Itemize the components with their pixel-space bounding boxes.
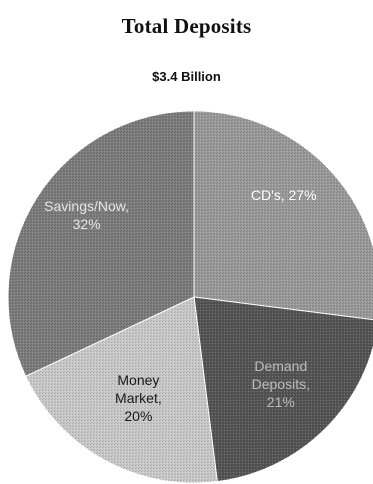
pie-labels: CD's, 27% Demand Deposits, 21% Money Market, 2… [44,187,316,424]
pie-slice-label-line: 32% [73,216,101,232]
pie-slice-label: Demand Deposits, 21% [252,358,310,410]
pie-slice-label: Savings/Now, 32% [44,198,129,232]
pie-slice-label: Money Market, 20% [115,372,162,424]
pie-slice-label-line: Demand [254,358,307,374]
pie-slice-texture [8,111,194,377]
pie-slice-label-line: Market, [115,390,162,406]
pie-slice-label: CD's, 27% [251,187,317,203]
pie-slice-label-line: Savings/Now, [44,198,129,214]
pie-slice-texture [194,297,373,482]
chart-title: Total Deposits [121,14,252,38]
pie-slice-label-line: Money [117,372,159,388]
pie-slice-texture [25,297,218,483]
pie-slice-label-line: 21% [267,394,295,410]
pie-slice-label-line: 20% [124,408,152,424]
pie-slice-label-line: CD's, 27% [251,187,317,203]
pie-slices [7,110,373,484]
pie-slice-texture [194,111,373,320]
chart-subtitle: $3.4 Billion [152,69,221,84]
pie-slice-label-line: Deposits, [252,376,310,392]
